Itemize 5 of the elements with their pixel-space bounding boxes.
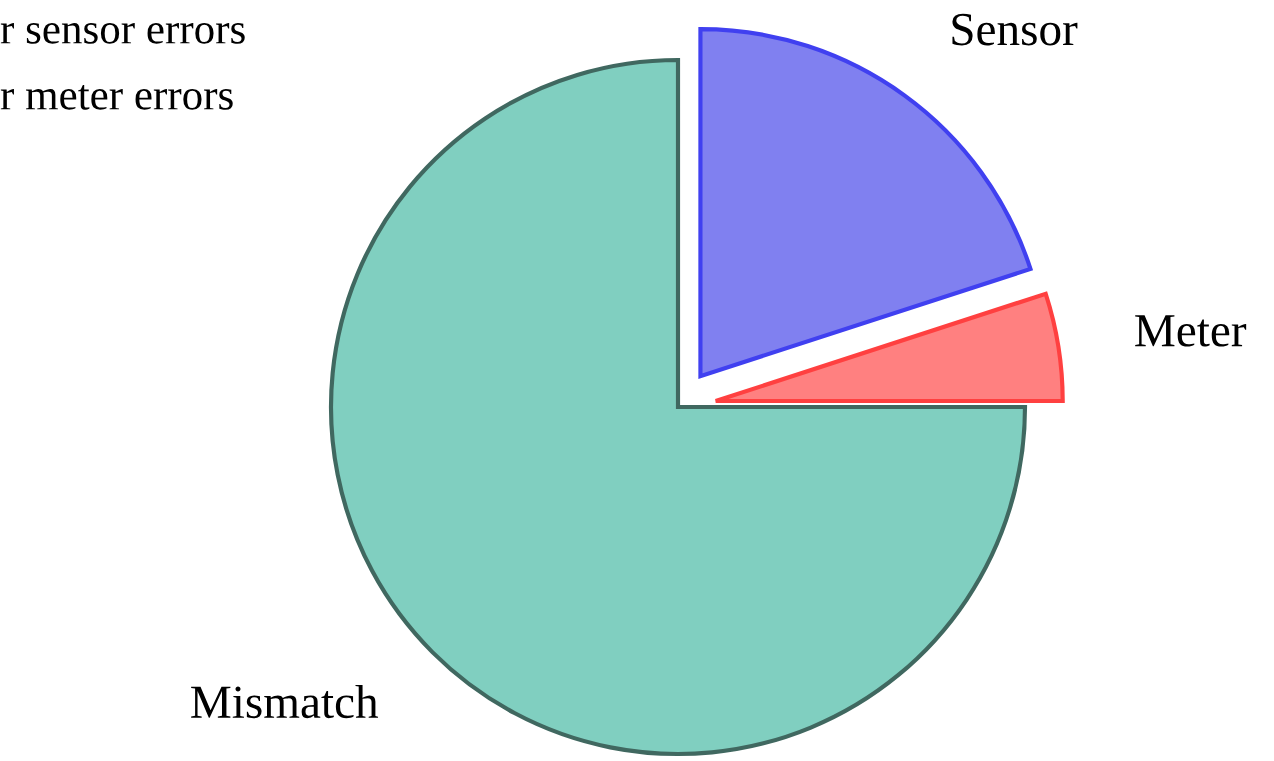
- slice-label: Mismatch: [191, 684, 379, 719]
- text: r meter errors: [0, 85, 233, 110]
- slice-label: Meter: [1135, 315, 1247, 347]
- text: r sensor errors: [0, 23, 245, 44]
- slice-label: Sensor: [952, 13, 1078, 46]
